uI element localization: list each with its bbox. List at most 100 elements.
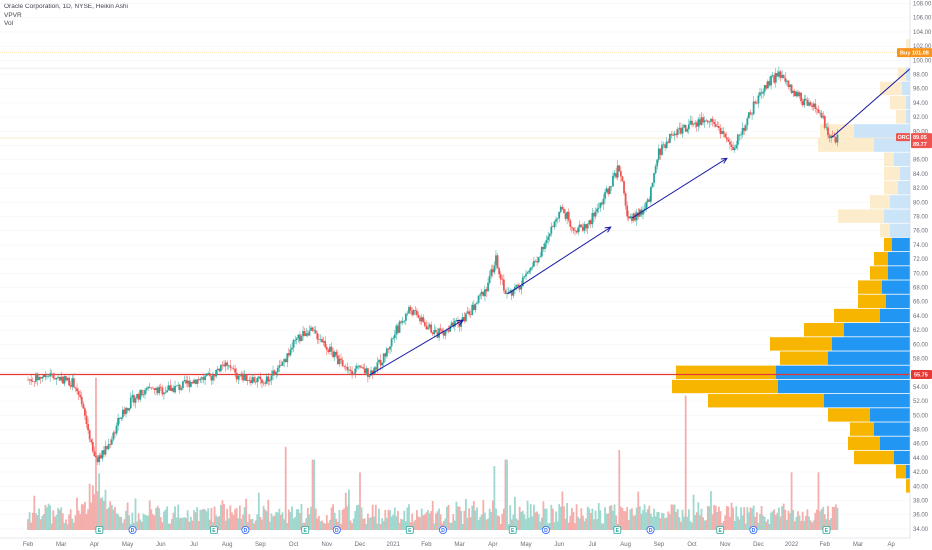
volume-bar	[262, 505, 265, 530]
volume-bar	[104, 489, 107, 530]
volume-bar	[57, 508, 59, 530]
time-tick-label: Oct	[289, 542, 299, 548]
volume-bar	[101, 497, 104, 530]
volume-bar	[367, 513, 369, 530]
volume-bar	[461, 523, 464, 530]
volume-bar	[781, 506, 784, 530]
volume-profile-down	[828, 408, 870, 422]
candle-body	[387, 348, 390, 350]
candle-body	[283, 359, 286, 362]
volume-bar	[545, 508, 548, 530]
candle-body	[567, 211, 570, 221]
candle-body	[397, 325, 399, 333]
volume-bar	[125, 510, 127, 530]
earnings-marker	[405, 526, 414, 534]
volume-bar	[234, 509, 237, 530]
volume-bar	[744, 523, 747, 530]
candle-body	[798, 92, 801, 97]
price-tick-label: 44.00	[913, 456, 929, 462]
candle-body	[52, 373, 55, 379]
volume-bar	[716, 512, 719, 530]
volume-profile-down	[880, 223, 890, 238]
candle-body	[472, 304, 475, 310]
volume-bar	[411, 513, 414, 530]
volume-bar	[408, 504, 410, 530]
volume-bar	[533, 504, 535, 530]
volume-bar	[395, 516, 398, 530]
price-tick-label: 72.00	[913, 257, 929, 263]
candle-body	[207, 373, 210, 374]
volume-bar	[525, 519, 527, 530]
candle-body	[668, 133, 671, 143]
volume-bar	[76, 497, 78, 530]
volume-bar	[765, 521, 768, 530]
volume-bar	[817, 472, 820, 530]
volume-bar	[186, 510, 189, 530]
event-markers: EDEDEDEDEDEDEDES	[95, 526, 831, 535]
vpvr-indicator-label[interactable]: VPVR	[4, 11, 22, 19]
volume-bar	[360, 507, 363, 530]
candle-body	[414, 310, 417, 311]
candle-body	[812, 103, 815, 107]
volume-bar	[520, 511, 523, 530]
volume-bar	[281, 512, 284, 530]
volume-profile-down	[838, 209, 884, 223]
price-tick-label: 46.00	[913, 442, 929, 448]
volume-bar	[472, 501, 475, 530]
candle-body	[710, 118, 712, 122]
candle-body	[691, 120, 693, 125]
time-tick-label: Feb	[23, 542, 34, 548]
candle-body	[604, 192, 606, 199]
volume-indicator-label[interactable]: Vol	[4, 20, 14, 27]
candle-body	[71, 378, 74, 387]
candle-body	[585, 224, 587, 229]
volume-bar	[49, 505, 52, 530]
candle-body	[98, 455, 101, 463]
volume-bar	[155, 508, 157, 530]
price-tick-label: 68.00	[913, 286, 929, 292]
candle-body	[212, 375, 214, 381]
volume-bar	[153, 515, 156, 530]
volume-bar	[91, 485, 94, 530]
candle-body	[346, 366, 349, 371]
candle-body	[177, 384, 180, 386]
volume-bar	[752, 505, 755, 530]
price-tick-label: 104.00	[913, 30, 932, 36]
volume-bar	[561, 491, 564, 530]
volume-bar	[47, 503, 50, 530]
candle-body	[722, 131, 725, 134]
volume-bar	[483, 512, 486, 530]
candle-body	[224, 362, 227, 367]
candle-body	[87, 424, 89, 431]
candle-body	[479, 294, 482, 296]
volume-bar	[341, 509, 344, 530]
volume-bar	[619, 506, 622, 530]
volume-bar	[352, 518, 355, 530]
time-tick-label: Aug	[222, 542, 233, 548]
price-tick-label: 84.00	[913, 172, 929, 178]
candle-body	[102, 450, 105, 455]
volume-bar	[128, 515, 131, 530]
candle-body	[226, 362, 229, 366]
candle-body	[322, 340, 325, 343]
volume-bar	[686, 516, 689, 530]
volume-bar	[390, 516, 393, 530]
candle-body	[317, 339, 320, 340]
candle-body	[468, 311, 470, 315]
volume-bar	[66, 523, 69, 530]
candle-body	[286, 353, 289, 363]
candle-body	[713, 121, 716, 124]
volume-bar	[493, 466, 496, 530]
dividend-marker-label: D	[649, 528, 653, 534]
candle-body	[229, 365, 232, 368]
volume-bar	[240, 518, 243, 530]
candle-body	[400, 321, 403, 323]
price-tick-label: 52.00	[913, 399, 929, 405]
volume-profile-down	[858, 280, 882, 294]
candle-body	[327, 349, 330, 352]
volume-bar	[314, 508, 317, 530]
candle-body	[120, 417, 123, 419]
volume-bar	[523, 514, 526, 530]
buy-tag-value: 101.08	[912, 51, 929, 57]
